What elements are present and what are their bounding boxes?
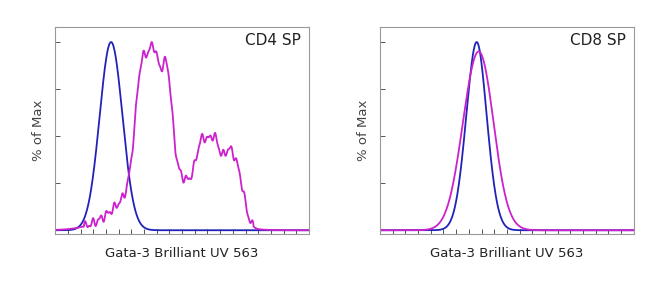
X-axis label: Gata-3 Brilliant UV 563: Gata-3 Brilliant UV 563 [105,247,259,260]
Text: CD8 SP: CD8 SP [570,33,626,48]
X-axis label: Gata-3 Brilliant UV 563: Gata-3 Brilliant UV 563 [430,247,584,260]
Text: CD4 SP: CD4 SP [246,33,302,48]
Y-axis label: % of Max: % of Max [32,100,45,161]
Y-axis label: % of Max: % of Max [357,100,370,161]
